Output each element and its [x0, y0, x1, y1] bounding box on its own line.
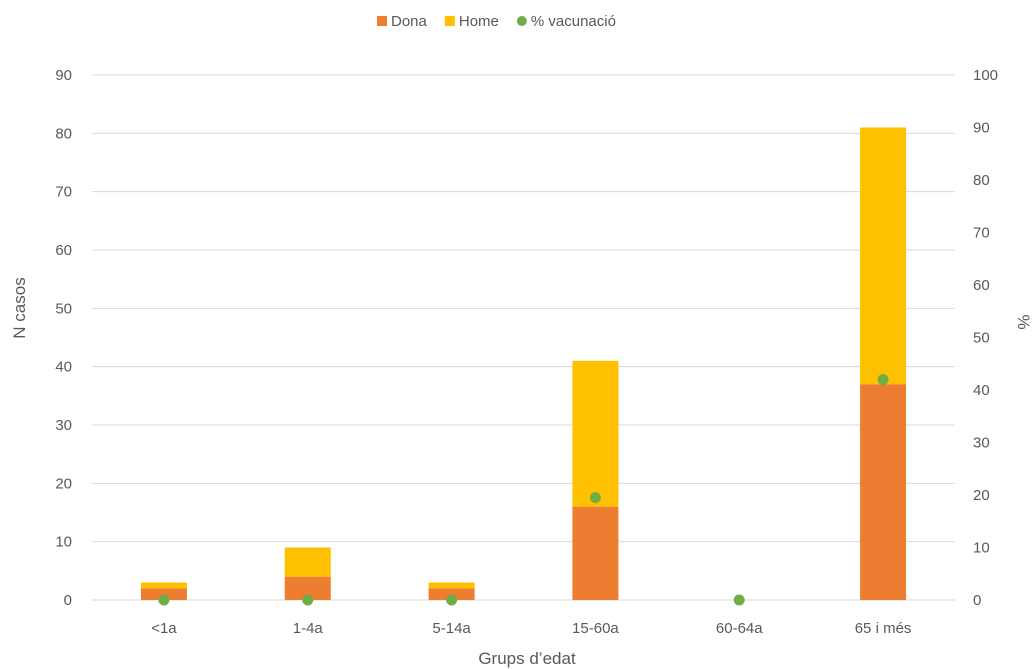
- y-axis-title: N casos: [10, 277, 29, 338]
- bar-dona: [284, 576, 331, 600]
- y-tick-label: 0: [64, 592, 72, 609]
- y-axis-left: 0 10 20 30 40 50 60 70 80 90: [55, 67, 72, 609]
- y2-tick-label: 10: [973, 540, 990, 557]
- legend-label: Dona: [391, 13, 428, 30]
- y-tick-label: 50: [55, 300, 72, 317]
- legend-item: Home: [444, 13, 499, 30]
- x-tick-label: 15-60a: [572, 620, 619, 637]
- y2-axis-title: %: [1014, 314, 1033, 329]
- y2-tick-label: 80: [973, 172, 990, 189]
- y-tick-label: 90: [55, 67, 72, 84]
- points: [158, 374, 889, 606]
- y-tick-label: 10: [55, 534, 72, 551]
- legend-item: % vacunació: [516, 13, 616, 30]
- bar-home: [140, 582, 187, 589]
- vaccination-point: [446, 594, 458, 606]
- vaccination-point: [733, 594, 745, 606]
- x-tick-label: <1a: [151, 620, 177, 637]
- bar-dona: [140, 588, 187, 600]
- legend-swatch: [377, 16, 387, 26]
- vaccination-point: [302, 594, 314, 606]
- y2-tick-label: 70: [973, 225, 990, 242]
- y2-tick-label: 100: [973, 67, 998, 84]
- x-axis: <1a 1-4a 5-14a 15-60a 60-64a 65 i més: [151, 620, 911, 637]
- bar-home: [428, 582, 475, 589]
- y-tick-label: 20: [55, 475, 72, 492]
- y-tick-label: 60: [55, 242, 72, 259]
- legend-item: Dona: [377, 13, 428, 30]
- legend-swatch: [444, 16, 455, 26]
- x-axis-title: Grups d’edat: [478, 649, 576, 668]
- y2-tick-label: 0: [973, 592, 981, 609]
- x-tick-label: 65 i més: [855, 620, 912, 637]
- bar-dona: [428, 588, 475, 600]
- y-axis-right: 0 10 20 30 40 50 60 70 80 90 100: [973, 67, 998, 609]
- bars: [140, 127, 907, 600]
- y2-tick-label: 90: [973, 120, 990, 137]
- y-tick-label: 30: [55, 417, 72, 434]
- legend-marker: [516, 16, 527, 26]
- y2-tick-label: 30: [973, 435, 990, 452]
- legend-label: % vacunació: [531, 13, 616, 30]
- legend-label: Home: [459, 13, 499, 30]
- x-tick-label: 1-4a: [293, 620, 324, 637]
- y-tick-label: 80: [55, 125, 72, 142]
- x-tick-label: 5-14a: [432, 620, 471, 637]
- bar-home: [572, 360, 619, 507]
- bar-home: [860, 127, 907, 385]
- gridlines: [92, 74, 955, 601]
- y2-tick-label: 40: [973, 382, 990, 399]
- vaccination-point: [589, 492, 601, 504]
- vaccination-point: [158, 594, 170, 606]
- bar-dona: [572, 506, 619, 600]
- vaccination-point: [877, 374, 889, 385]
- y2-tick-label: 60: [973, 277, 990, 294]
- y-tick-label: 40: [55, 359, 72, 376]
- legend: Dona Home % vacunació: [377, 13, 616, 30]
- y-tick-label: 70: [55, 184, 72, 201]
- y2-tick-label: 50: [973, 330, 990, 347]
- y2-tick-label: 20: [973, 487, 990, 504]
- x-tick-label: 60-64a: [716, 620, 763, 637]
- bar-home: [284, 547, 331, 577]
- bar-dona: [860, 384, 907, 600]
